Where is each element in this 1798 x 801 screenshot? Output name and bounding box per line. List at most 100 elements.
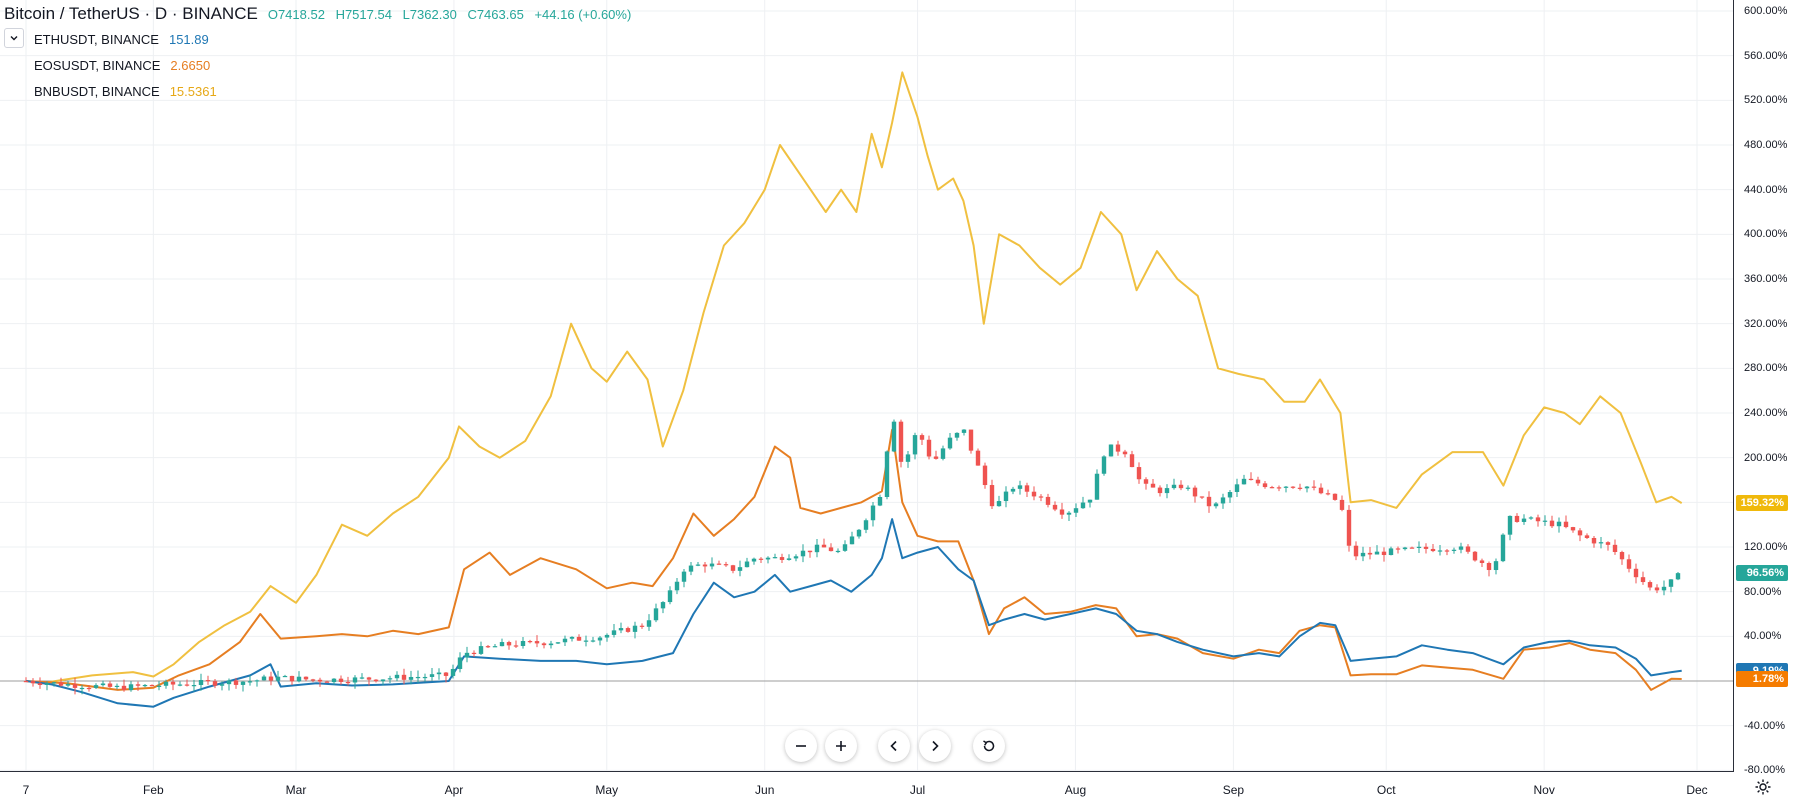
candle-body: [93, 685, 99, 688]
candle-body: [793, 556, 799, 559]
series-layer: [23, 71, 1683, 708]
candle-body: [940, 448, 946, 459]
y-tick-label: 120.00%: [1744, 541, 1788, 553]
candle-body: [653, 608, 659, 621]
candle-body: [1549, 520, 1555, 527]
candle-body: [1472, 551, 1478, 561]
y-tick-label: 280.00%: [1744, 362, 1788, 375]
y-tick-label: 360.00%: [1744, 273, 1788, 285]
candle-body: [611, 630, 617, 635]
candle-body: [1668, 579, 1674, 587]
candle-body: [1220, 497, 1226, 504]
chart-settings-button[interactable]: [1752, 776, 1774, 798]
legend-collapse-button[interactable]: [4, 28, 24, 48]
candle-body: [877, 497, 883, 506]
candle-body: [1024, 485, 1030, 492]
candle-body: [289, 675, 295, 682]
candle-body: [240, 681, 246, 685]
candle-body: [1346, 509, 1352, 546]
candle-body: [1437, 550, 1443, 552]
candle-body: [485, 646, 491, 648]
candle-body: [1129, 454, 1135, 468]
compare-symbol-value: 2.6650: [170, 57, 211, 73]
candle-body: [296, 676, 302, 682]
candle-body: [1626, 559, 1632, 569]
candle-body: [1073, 508, 1079, 513]
candle-body: [233, 680, 239, 685]
candle-body: [37, 683, 43, 685]
main-series-legend[interactable]: Bitcoin / TetherUS · D · BINANCE O7418.5…: [4, 4, 638, 26]
candle-body: [527, 641, 533, 643]
candle-body: [58, 682, 64, 686]
candle-body: [1563, 521, 1569, 528]
candle-body: [142, 684, 148, 687]
candle-body: [1458, 546, 1464, 550]
legend-row-eth[interactable]: ETHUSDT, BINANCE 151.89: [34, 29, 209, 49]
candle-body: [149, 684, 155, 687]
candle-body: [408, 676, 414, 680]
candle-body: [765, 557, 771, 560]
reset-icon: [983, 740, 995, 752]
candle-body: [429, 674, 435, 677]
candle-body: [1353, 545, 1359, 557]
candle-body: [317, 679, 323, 682]
candle-body: [1388, 548, 1394, 556]
candle-body: [268, 676, 274, 681]
candle-body: [436, 672, 442, 675]
zoom-in-button[interactable]: [825, 730, 857, 762]
y-tick-label: 240.00%: [1744, 407, 1788, 419]
candle-body: [800, 550, 806, 557]
candle-body: [373, 679, 379, 682]
compare-symbol-name: ETHUSDT, BINANCE: [34, 31, 159, 47]
candle-body: [1381, 551, 1387, 556]
zoom-out-button[interactable]: [785, 730, 817, 762]
candle-body: [177, 684, 183, 686]
candle-body: [1465, 546, 1471, 552]
candle-body: [716, 563, 722, 565]
candle-body: [688, 565, 694, 572]
candle-body: [1087, 499, 1093, 503]
x-tick-label: Aug: [1064, 783, 1087, 797]
x-tick-label: Jul: [909, 783, 926, 797]
candle-body: [72, 684, 78, 688]
candle-body: [1122, 451, 1128, 455]
price-tag: 159.32%: [1736, 495, 1788, 512]
grid-lines: [0, 0, 1734, 771]
candle-body: [1164, 488, 1170, 494]
candle-body: [604, 634, 610, 638]
candle-body: [156, 685, 162, 687]
candle-body: [905, 454, 911, 462]
symbol-title[interactable]: Bitcoin / TetherUS · D · BINANCE: [4, 4, 258, 23]
reset-chart-button[interactable]: [973, 730, 1005, 762]
legend-row-eos[interactable]: EOSUSDT, BINANCE 2.6650: [34, 55, 210, 75]
candle-body: [1283, 486, 1289, 488]
candle-body: [730, 565, 736, 571]
candle-body: [884, 451, 890, 498]
x-tick-label: Sep: [1222, 783, 1245, 797]
candle-body: [1591, 537, 1597, 544]
plus-icon: [836, 741, 846, 751]
btc-candles: [23, 419, 1681, 695]
scroll-left-button[interactable]: [878, 730, 910, 762]
candle-body: [849, 536, 855, 545]
x-tick-label: Jun: [755, 783, 775, 797]
candle-body: [1199, 496, 1205, 498]
candle-body: [625, 628, 631, 632]
candle-body: [1255, 479, 1261, 484]
candle-body: [478, 646, 484, 654]
chart-area[interactable]: [0, 0, 1734, 771]
candle-body: [702, 564, 708, 567]
candle-body: [1017, 485, 1023, 489]
candle-body: [1360, 552, 1366, 557]
candle-body: [1423, 546, 1429, 549]
candle-body: [1318, 487, 1324, 494]
high-value: H7517.54: [335, 7, 392, 22]
candle-body: [1213, 503, 1219, 507]
candle-body: [121, 685, 127, 691]
candle-body: [1633, 568, 1639, 578]
legend-row-bnb[interactable]: BNBUSDT, BINANCE 15.5361: [34, 81, 217, 101]
compare-symbol-name: BNBUSDT, BINANCE: [34, 83, 160, 99]
candle-body: [618, 628, 624, 631]
candle-body: [114, 685, 120, 688]
scroll-right-button[interactable]: [919, 730, 951, 762]
